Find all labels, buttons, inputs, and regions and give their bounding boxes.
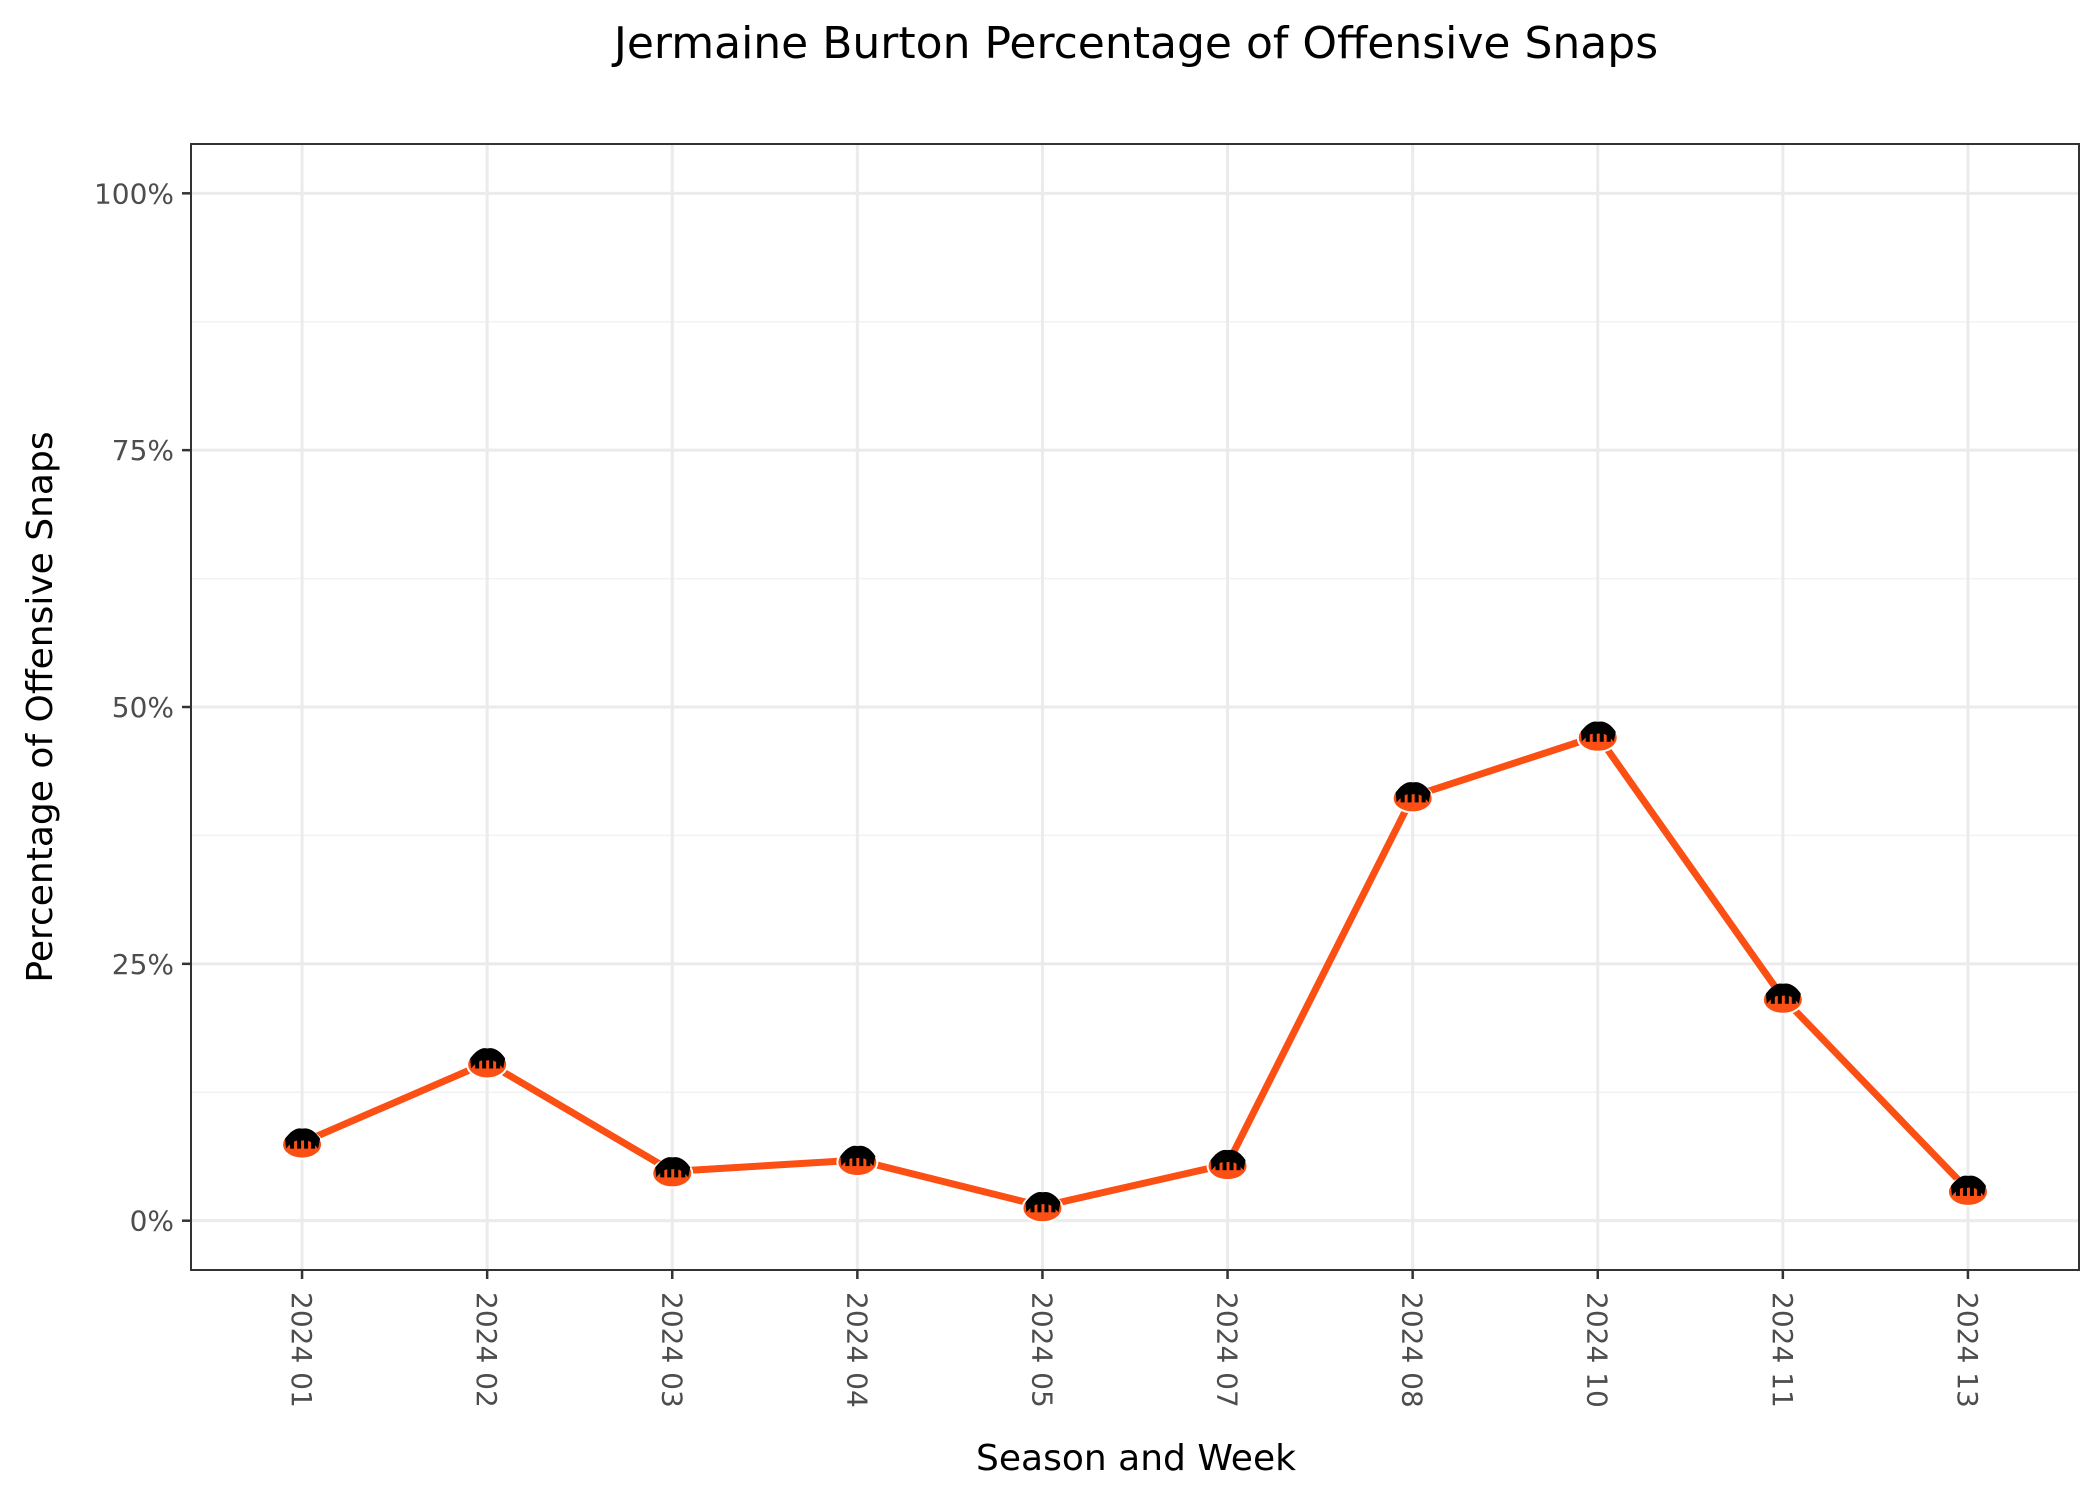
marker-stripe	[1955, 1179, 1960, 1196]
x-tick-label: 2024 04	[840, 1292, 873, 1408]
marker-stripe	[1585, 725, 1590, 742]
data-point-marker	[1206, 1149, 1249, 1182]
marker-stripe	[297, 1130, 302, 1149]
data-point-marker	[651, 1157, 694, 1189]
y-tick-label: 50%	[112, 691, 174, 724]
chart-title: Jermaine Burton Percentage of Offensive …	[611, 18, 1658, 69]
marker-stripe	[1976, 1179, 1981, 1196]
marker-stripe	[1407, 784, 1412, 803]
marker-stripe	[1051, 1196, 1056, 1213]
marker-stripe	[1791, 987, 1796, 1004]
marker-stripe	[304, 1130, 309, 1149]
marker-stripe	[1969, 1177, 1974, 1196]
x-tick-label: 2024 03	[655, 1292, 688, 1408]
marker-stripe	[852, 1148, 857, 1167]
marker-stripe	[667, 1159, 672, 1178]
marker-stripe	[1222, 1152, 1227, 1171]
x-tick-label: 2024 10	[1581, 1292, 1614, 1408]
gridlines	[191, 144, 2079, 1270]
x-tick-label: 2024 02	[470, 1292, 503, 1408]
y-axis: 0% 25% 50% 75% 100%	[94, 177, 191, 1238]
marker-stripe	[482, 1050, 487, 1069]
marker-stripe	[845, 1150, 850, 1167]
data-point-marker	[281, 1128, 324, 1160]
series-layer	[281, 721, 1989, 1224]
x-axis: 2024 01 2024 02 2024 03 2024 04 2024 05 2024 …	[285, 1270, 1984, 1408]
data-point-marker	[1576, 721, 1619, 753]
marker-stripe	[489, 1050, 494, 1069]
data-point-marker	[1391, 782, 1434, 814]
marker-stripe	[859, 1148, 864, 1167]
y-axis-title: Percentage of Offensive Snaps	[20, 431, 61, 982]
x-tick-label: 2024 08	[1396, 1292, 1429, 1408]
data-point-marker	[1021, 1192, 1064, 1224]
marker-stripe	[1777, 985, 1782, 1004]
x-tick-label: 2024 05	[1025, 1292, 1058, 1408]
marker-stripe	[1599, 723, 1604, 742]
x-tick-label: 2024 07	[1211, 1292, 1244, 1408]
marker-stripe	[1400, 786, 1405, 803]
y-tick-label: 25%	[112, 948, 174, 981]
data-point-marker	[1946, 1175, 1989, 1207]
marker-stripe	[311, 1132, 316, 1149]
marker-stripe	[1606, 725, 1611, 742]
marker-stripe	[290, 1132, 295, 1149]
marker-stripe	[1414, 784, 1419, 803]
y-tick-label: 100%	[94, 177, 174, 210]
marker-stripe	[1962, 1177, 1967, 1196]
marker-stripe	[660, 1161, 665, 1178]
data-point-marker	[466, 1048, 509, 1080]
x-tick-label: 2024 13	[1951, 1292, 1984, 1408]
marker-stripe	[681, 1161, 686, 1178]
y-tick-label: 0%	[130, 1205, 174, 1238]
series-line	[298, 732, 1972, 1210]
marker-stripe	[1421, 786, 1426, 803]
marker-stripe	[1592, 723, 1597, 742]
marker-stripe	[674, 1159, 679, 1178]
x-axis-title: Season and Week	[976, 1438, 1296, 1479]
y-tick-label: 75%	[112, 434, 174, 467]
marker-stripe	[1037, 1194, 1042, 1213]
marker-stripe	[1229, 1152, 1234, 1171]
marker-stripe	[1215, 1154, 1220, 1171]
marker-stripe	[866, 1150, 871, 1167]
marker-stripe	[496, 1052, 501, 1069]
x-tick-label: 2024 11	[1766, 1292, 1799, 1408]
marker-stripe	[1784, 985, 1789, 1004]
data-point-marker	[1761, 983, 1804, 1015]
marker-stripe	[475, 1052, 480, 1069]
data-point-marker	[836, 1145, 879, 1178]
marker-stripe	[1770, 987, 1775, 1004]
marker-stripe	[1236, 1154, 1241, 1171]
marker-stripe	[1044, 1194, 1049, 1213]
x-tick-label: 2024 01	[285, 1292, 318, 1408]
marker-stripe	[1030, 1196, 1035, 1213]
